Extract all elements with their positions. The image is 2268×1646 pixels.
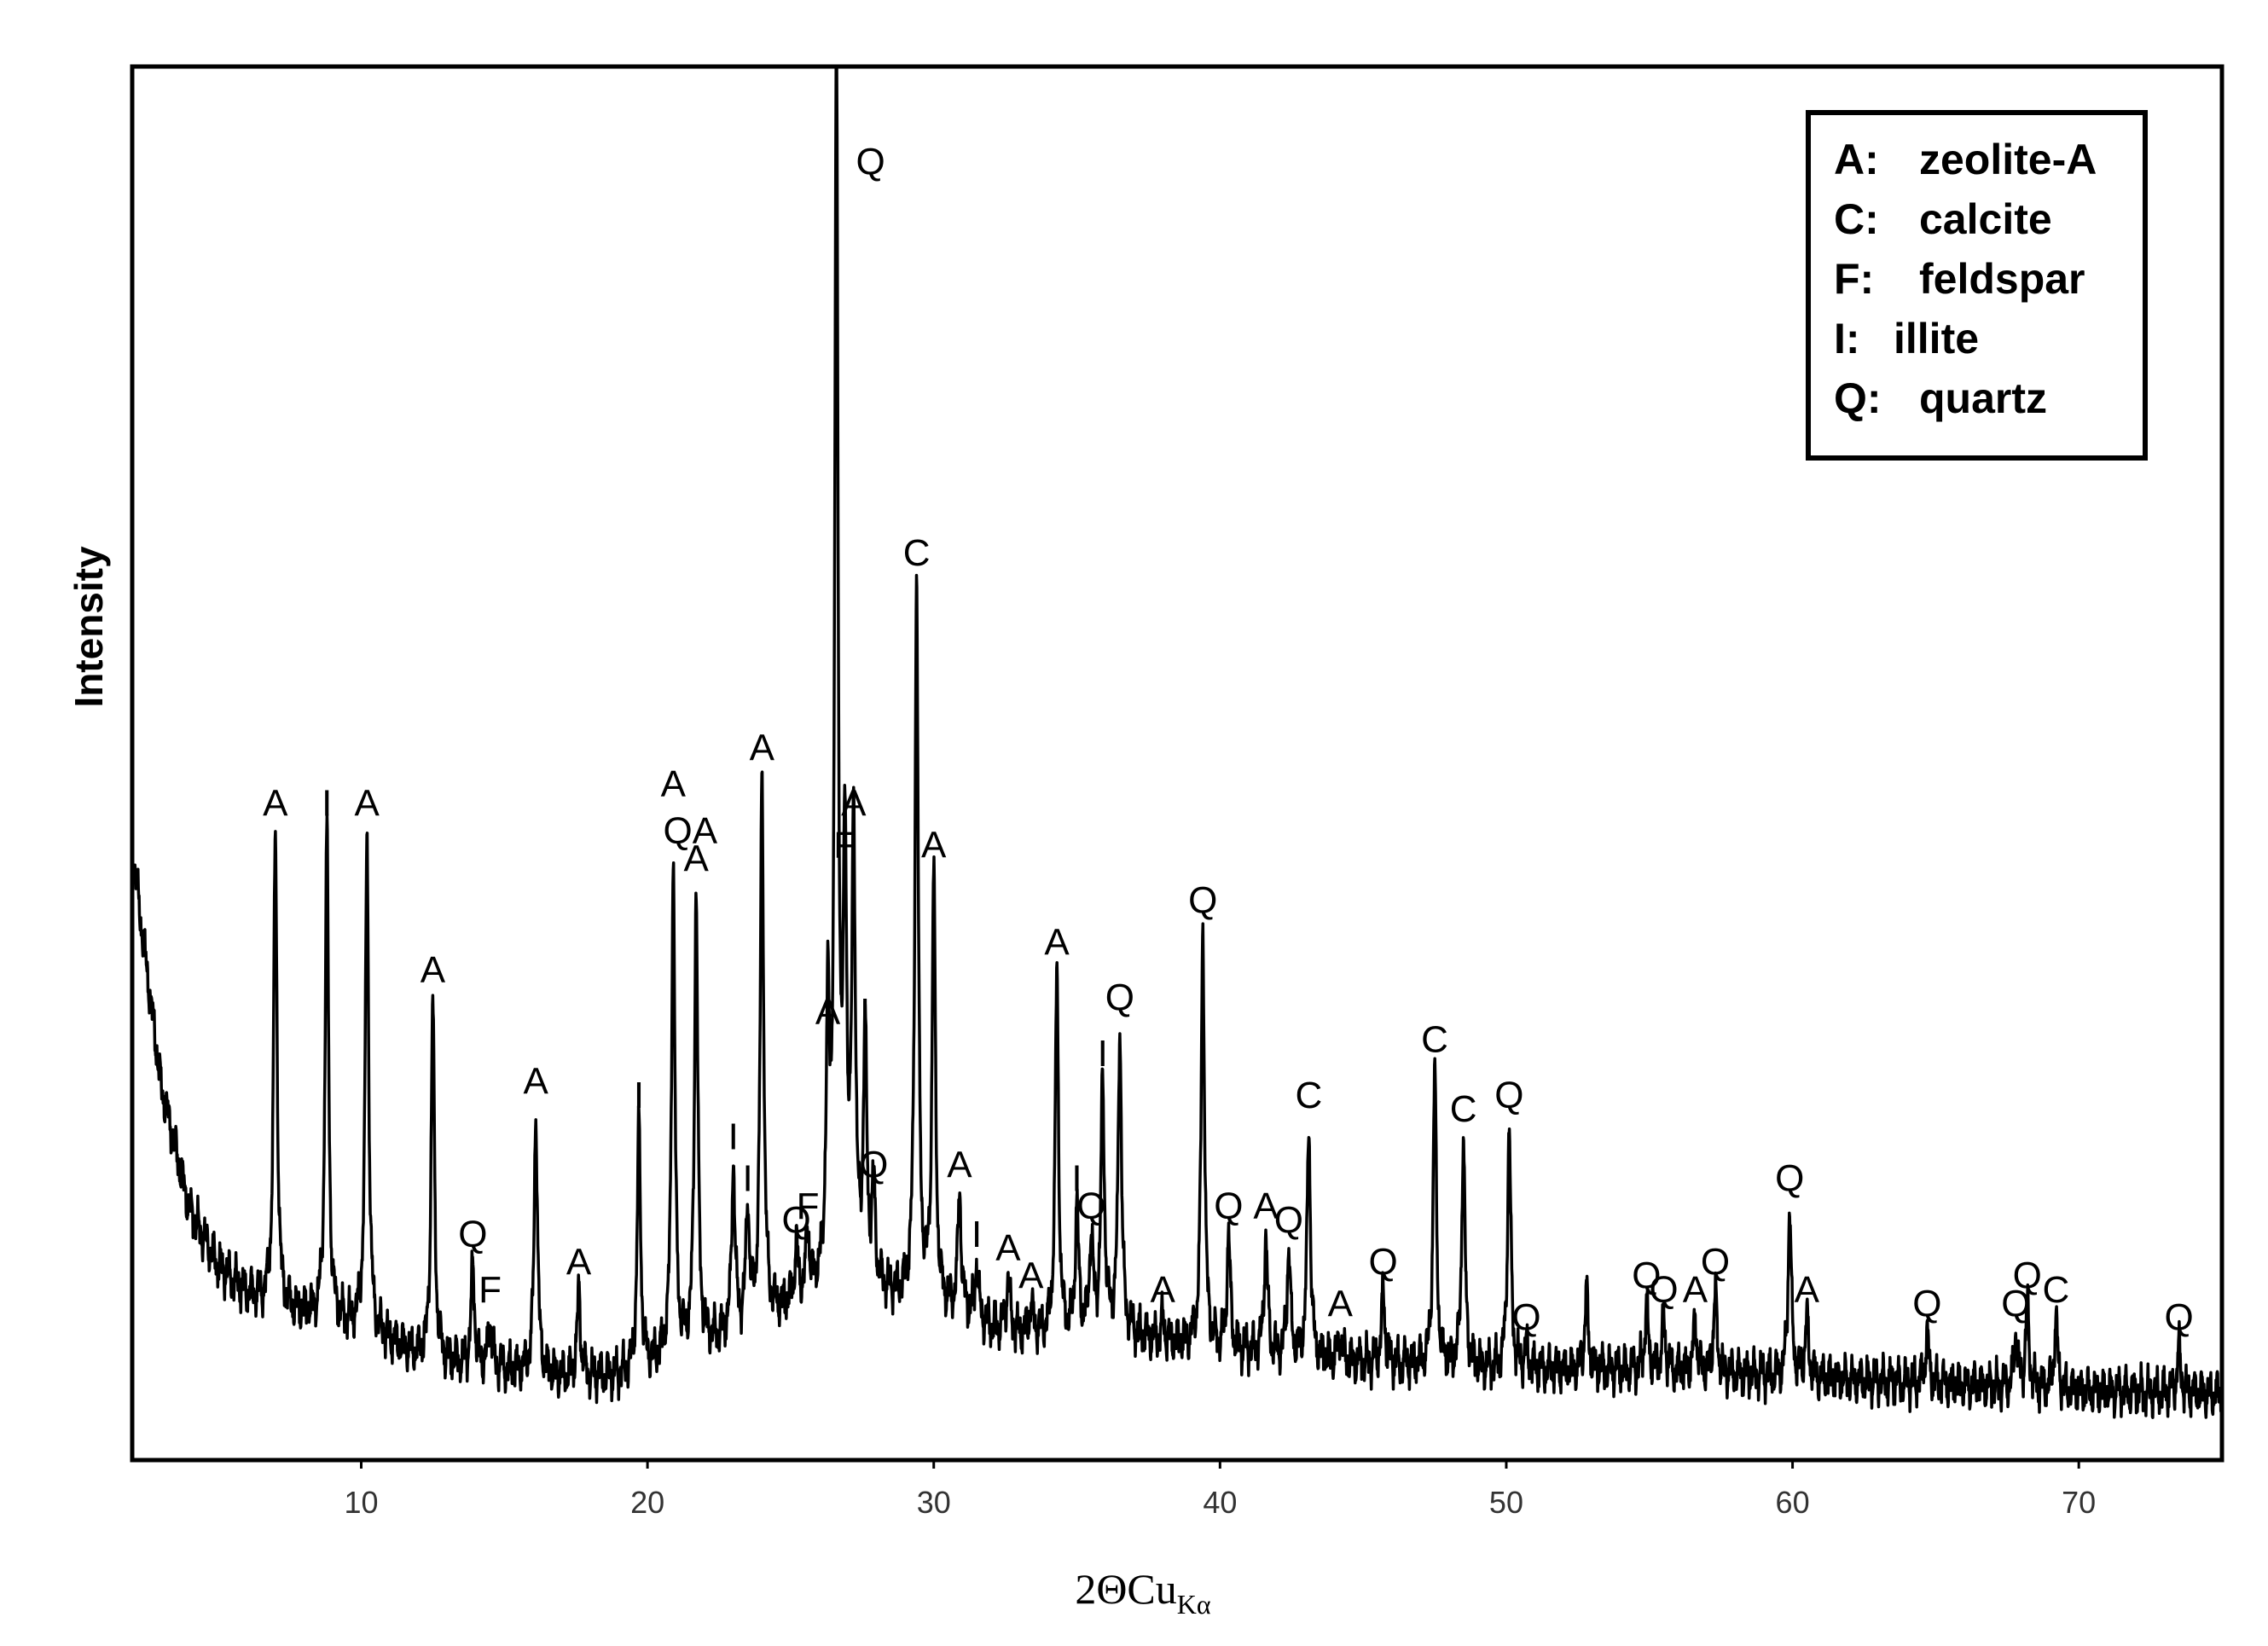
peak-label: Q (1775, 1158, 1804, 1200)
peak-label: C (903, 532, 931, 574)
peak-label: F (833, 824, 856, 866)
x-axis-label-subscript: Kα (1177, 1589, 1211, 1620)
peak-label: A (1044, 922, 1070, 964)
peak-label: A (263, 783, 288, 825)
peak-label: Q (2001, 1283, 2030, 1324)
peak-label: F (797, 1185, 820, 1227)
peak-label: A (815, 991, 841, 1033)
x-axis-label: 2ΘCuKα (1075, 1565, 1211, 1620)
legend-entry-name: zeolite-A (1919, 136, 2097, 183)
x-tick-label: 30 (917, 1485, 951, 1520)
peak-label: A (1151, 1269, 1176, 1311)
peak-label: QA (664, 810, 718, 852)
peak-label: I (322, 783, 332, 825)
legend-entry-name: quartz (1919, 374, 2047, 422)
legend-key: Q: (1834, 374, 1882, 422)
peak-label: C (1450, 1088, 1477, 1130)
peak-label: A (566, 1241, 592, 1283)
x-tick-label: 60 (1776, 1485, 1810, 1520)
peak-label: A (750, 727, 775, 768)
peak-label: C (1421, 1019, 1448, 1061)
peak-label: Q (1649, 1269, 1678, 1311)
peak-label: Q (2013, 1255, 2042, 1297)
peak-label: Q (1076, 1185, 1105, 1227)
legend-entry-name: feldspar (1919, 255, 2085, 303)
xrd-spectrum-line (131, 65, 2224, 1419)
legend-box (1806, 110, 2148, 461)
peak-label: I (728, 1116, 739, 1158)
y-axis-label: Intensity (67, 546, 111, 708)
legend: A: zeolite-A C: calcite F: feldspar I: illite Q:… (1806, 110, 2148, 461)
peak-label: A (683, 838, 709, 880)
peak-label: A (1253, 1185, 1279, 1227)
peak-label: A (421, 949, 446, 991)
peak-label: I (634, 1075, 644, 1116)
peak-label: C (2042, 1269, 2069, 1311)
peak-label: Q (856, 141, 885, 183)
peak-label: I (1098, 1033, 1108, 1075)
legend-entry-name: illite (1894, 315, 1979, 362)
x-tick-label: 70 (2062, 1485, 2096, 1520)
x-tick-label: 40 (1203, 1485, 1237, 1520)
peak-label: Q (1701, 1241, 1730, 1283)
peak-label: A (355, 783, 380, 825)
peak-label: A (1683, 1269, 1708, 1311)
peak-label: Q (1188, 880, 1217, 922)
peak-label: I (1071, 1158, 1082, 1200)
legend-entry-name: calcite (1919, 195, 2052, 243)
peak-label: Q (1494, 1075, 1523, 1116)
x-tick-label: 50 (1489, 1485, 1523, 1520)
peak-label: A (524, 1061, 549, 1103)
peak-label: Q (1105, 977, 1134, 1019)
x-axis-label-main: 2ΘCu (1075, 1565, 1176, 1613)
peak-label: Q (458, 1214, 487, 1255)
legend-key: F: (1834, 255, 1874, 303)
legend-key: A: (1834, 136, 1879, 183)
legend-key: I: (1834, 315, 1860, 362)
peak-label: Q (1632, 1255, 1661, 1297)
peak-label: A (921, 824, 947, 866)
peak-label: Q (1214, 1185, 1243, 1227)
peak-label: C (1295, 1075, 1322, 1116)
peak-label: Q (1369, 1241, 1398, 1283)
peak-label: A (1018, 1255, 1044, 1297)
peak-label: A (1328, 1283, 1354, 1324)
peak-label: A (1795, 1269, 1820, 1311)
peak-label: F (479, 1269, 502, 1311)
legend-key: C: (1834, 195, 1879, 243)
peak-label: A (947, 1144, 972, 1185)
x-tick-label: 10 (344, 1485, 378, 1520)
x-ticks: 10 20 30 40 50 60 70 (344, 1460, 2096, 1520)
x-tick-label: 20 (630, 1485, 664, 1520)
peak-label: A (661, 763, 687, 805)
peak-label: Q (1912, 1283, 1941, 1324)
peak-label: Q (1274, 1200, 1303, 1242)
peak-label: I (860, 991, 870, 1033)
peak-label: A (841, 783, 867, 825)
plot-frame (130, 64, 2224, 1463)
peak-label: A (995, 1227, 1021, 1269)
peak-label: Q (1511, 1297, 1540, 1339)
peak-label: Q (2165, 1297, 2194, 1339)
peak-label: Q (859, 1144, 888, 1185)
peak-label: I (742, 1158, 752, 1200)
peak-label: Q (782, 1200, 811, 1242)
peak-label: I (972, 1214, 982, 1255)
